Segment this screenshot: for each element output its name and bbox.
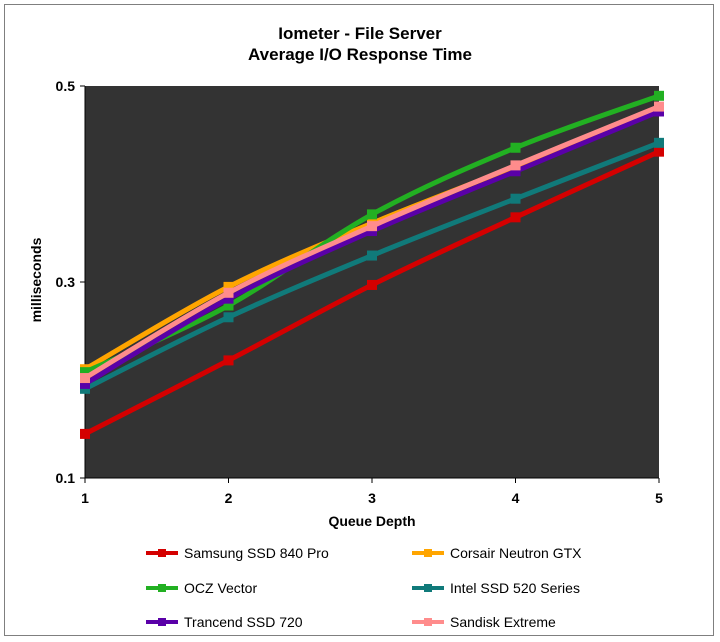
x-axis-label: Queue Depth [328, 513, 416, 529]
x-tick-label: 3 [368, 490, 376, 506]
y-axis-label: milliseconds [28, 237, 44, 323]
data-point-ocz-vector [367, 209, 377, 220]
data-point-samsung-ssd-840-pro [510, 212, 521, 223]
x-tick-label: 5 [655, 490, 663, 506]
data-point-corsair-neutron-gtx [223, 281, 234, 292]
data-point-intel-ssd-520-series [367, 250, 377, 261]
data-point-ocz-vector [654, 90, 664, 101]
data-point-samsung-ssd-840-pro [80, 428, 90, 439]
x-tick-label: 2 [225, 490, 233, 506]
data-point-ocz-vector [510, 142, 521, 153]
data-point-sandisk-extreme [80, 373, 90, 384]
data-point-intel-ssd-520-series [223, 312, 234, 323]
data-point-intel-ssd-520-series [654, 137, 664, 148]
y-tick-label: 0.3 [56, 274, 76, 290]
data-point-samsung-ssd-840-pro [367, 279, 377, 290]
data-point-intel-ssd-520-series [510, 193, 521, 204]
data-point-trancend-ssd-720 [223, 293, 234, 304]
x-tick-label: 1 [81, 490, 89, 506]
chart-subtitle: Average I/O Response Time [248, 45, 472, 64]
data-point-sandisk-extreme [654, 101, 664, 112]
data-point-ocz-vector [80, 367, 90, 378]
chart-title: Iometer - File Server [278, 24, 442, 43]
data-point-ocz-vector [223, 300, 234, 311]
data-point-sandisk-extreme [367, 221, 377, 232]
data-point-sandisk-extreme [510, 160, 521, 171]
data-point-samsung-ssd-840-pro [654, 146, 664, 157]
data-point-trancend-ssd-720 [80, 378, 90, 389]
data-point-trancend-ssd-720 [510, 166, 521, 177]
y-tick-label: 0.1 [56, 470, 76, 486]
y-tick-label: 0.5 [56, 78, 76, 94]
x-tick-label: 4 [512, 490, 520, 506]
data-point-sandisk-extreme [223, 287, 234, 298]
data-point-samsung-ssd-840-pro [223, 355, 234, 366]
